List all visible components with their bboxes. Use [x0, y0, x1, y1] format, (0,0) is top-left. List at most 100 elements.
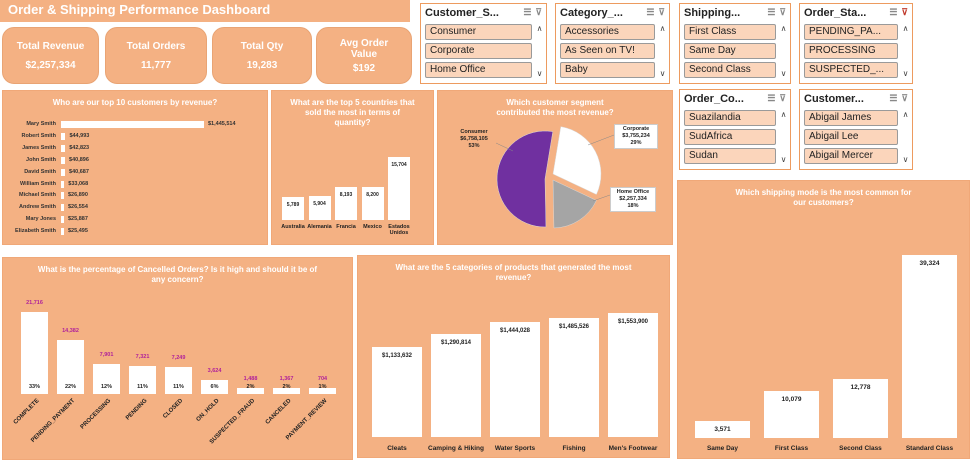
- chart-title: What are the 5 categories of products th…: [395, 263, 632, 282]
- slicer-item[interactable]: Corporate: [425, 43, 532, 59]
- scroll-down-icon[interactable]: ∨: [902, 69, 909, 78]
- multi-select-icon[interactable]: ☰: [767, 93, 776, 103]
- percent-label: 6%: [210, 384, 219, 390]
- axis-label: ON_HOLD: [195, 398, 221, 423]
- bar-label: David Smith: [24, 168, 56, 175]
- bar: [372, 346, 422, 437]
- slicer-item[interactable]: PENDING_PA...: [804, 24, 898, 40]
- slicer-item[interactable]: PROCESSING: [804, 43, 898, 59]
- axis-label: PAYMENT_REVIEW: [285, 398, 329, 442]
- slicer-item[interactable]: Abigail James: [804, 110, 898, 126]
- scroll-down-icon[interactable]: ∨: [659, 69, 666, 78]
- percent-label: 2%: [282, 384, 291, 390]
- leader-line: [592, 194, 611, 202]
- data-label: 5,789: [286, 201, 300, 208]
- bar: [833, 378, 888, 438]
- data-label: $33,068: [68, 180, 89, 187]
- slicer-item[interactable]: Abigail Lee: [804, 129, 898, 145]
- chart-cancelled-orders: What is the percentage of Cancelled Orde…: [2, 257, 353, 460]
- scroll-down-icon[interactable]: ∨: [536, 69, 543, 78]
- data-label: $1,290,814: [440, 339, 472, 346]
- slicer-item[interactable]: Baby: [560, 62, 655, 78]
- pie-label-name: Home Office: [616, 189, 650, 195]
- scroll-down-icon[interactable]: ∨: [780, 155, 787, 164]
- data-label: $26,890: [68, 192, 88, 199]
- bar: [93, 364, 120, 394]
- bar: [695, 421, 750, 438]
- pie-label-name: Corporate: [622, 126, 650, 132]
- axis-label: Same Day: [706, 445, 739, 452]
- scroll-down-icon[interactable]: ∨: [780, 69, 787, 78]
- clear-filter-icon[interactable]: ⊽: [901, 7, 908, 17]
- slicer-item[interactable]: Sudan: [684, 148, 776, 164]
- percent-label: 11%: [137, 384, 148, 390]
- axis-label: Alemania: [307, 224, 332, 230]
- data-label: 12,778: [850, 383, 871, 391]
- clear-filter-icon[interactable]: ⊽: [779, 7, 786, 17]
- slicer-item[interactable]: Same Day: [684, 43, 776, 59]
- slicer-item[interactable]: Abigail Mercer: [804, 148, 898, 164]
- slicer-item[interactable]: Second Class: [684, 62, 776, 78]
- slicer-item[interactable]: First Class: [684, 24, 776, 40]
- multi-select-icon[interactable]: ☰: [889, 93, 898, 103]
- slicer-item[interactable]: Consumer: [425, 24, 532, 40]
- slicer-category[interactable]: Category_... ☰ ⊽ Accessories As Seen on TV…: [555, 3, 670, 84]
- slicer-item[interactable]: Accessories: [560, 24, 655, 40]
- slicer-customer-segment[interactable]: Customer_S... ☰ ⊽ Consumer Corporate Home …: [420, 3, 547, 84]
- axis-label: Camping & Hiking: [428, 445, 484, 452]
- clear-filter-icon[interactable]: ⊽: [535, 7, 542, 17]
- scroll-up-icon[interactable]: ∧: [780, 110, 787, 119]
- data-label: 3,624: [207, 368, 222, 375]
- slicer-item[interactable]: SUSPECTED_...: [804, 62, 898, 78]
- slicer-item[interactable]: Suazilandia: [684, 110, 776, 126]
- slicer-title: Category_...: [560, 6, 623, 19]
- scroll-up-icon[interactable]: ∧: [659, 24, 666, 33]
- axis-label: Australia: [281, 224, 305, 230]
- data-label: $44,993: [69, 132, 90, 139]
- chart-title: Which shipping mode is the most common f…: [735, 188, 912, 207]
- percent-label: 2%: [246, 384, 255, 390]
- kpi-value: 19,283: [246, 59, 278, 71]
- clear-filter-icon[interactable]: ⊽: [658, 7, 665, 17]
- leader-line: [495, 142, 514, 152]
- kpi-total-qty: Total Qty 19,283: [212, 27, 312, 84]
- axis-label: Standard Class: [905, 445, 954, 452]
- bar: [608, 313, 658, 437]
- axis-label: CLOSED: [162, 398, 185, 420]
- axis-label: PROCESSING: [80, 398, 113, 431]
- slicer-title: Customer_S...: [425, 6, 499, 19]
- slicer-order-country[interactable]: Order_Co... ☰ ⊽ Suazilandia SudAfrica Suda…: [679, 89, 791, 170]
- slicer-customer[interactable]: Customer... ☰ ⊽ Abigail James Abigail Lee …: [799, 89, 913, 170]
- scroll-up-icon[interactable]: ∧: [536, 24, 543, 33]
- slicer-item[interactable]: Home Office: [425, 62, 532, 78]
- clear-filter-icon[interactable]: ⊽: [901, 93, 908, 103]
- multi-select-icon[interactable]: ☰: [889, 7, 898, 17]
- pie-label-pct: 29%: [630, 140, 642, 146]
- kpi-total-orders: Total Orders 11,777: [105, 27, 207, 84]
- bar-label: Robert Smith: [21, 132, 56, 139]
- bar-label: Mary Smith: [26, 121, 56, 127]
- slicer-item[interactable]: SudAfrica: [684, 129, 776, 145]
- kpi-label: Total Revenue: [16, 40, 85, 52]
- scroll-up-icon[interactable]: ∧: [780, 24, 787, 33]
- bar: [129, 366, 156, 394]
- scroll-up-icon[interactable]: ∧: [902, 110, 909, 119]
- slicer-shipping[interactable]: Shipping... ☰ ⊽ First Class Same Day Secon…: [679, 3, 791, 84]
- bar: [61, 228, 64, 236]
- scroll-down-icon[interactable]: ∨: [902, 155, 909, 164]
- kpi-avg-order-value: Avg Order Value $192: [316, 27, 412, 84]
- clear-filter-icon[interactable]: ⊽: [779, 93, 786, 103]
- bar-label: Andrew Smith: [19, 204, 56, 211]
- bar: [61, 216, 64, 224]
- bar: [61, 168, 66, 176]
- pie-label-corporate: Corporate $3,755,234 29%: [614, 124, 658, 149]
- slicer-item[interactable]: As Seen on TV!: [560, 43, 655, 59]
- chart-top-customers: Who are our top 10 customers by revenue?…: [2, 90, 268, 245]
- multi-select-icon[interactable]: ☰: [646, 7, 655, 17]
- slicer-order-status[interactable]: Order_Sta... ☰ ⊽ PENDING_PA... PROCESSING …: [799, 3, 913, 84]
- chart-top-categories: What are the 5 categories of products th…: [357, 255, 670, 458]
- scroll-up-icon[interactable]: ∧: [902, 24, 909, 33]
- multi-select-icon[interactable]: ☰: [767, 7, 776, 17]
- multi-select-icon[interactable]: ☰: [523, 7, 532, 17]
- bar: [61, 121, 204, 128]
